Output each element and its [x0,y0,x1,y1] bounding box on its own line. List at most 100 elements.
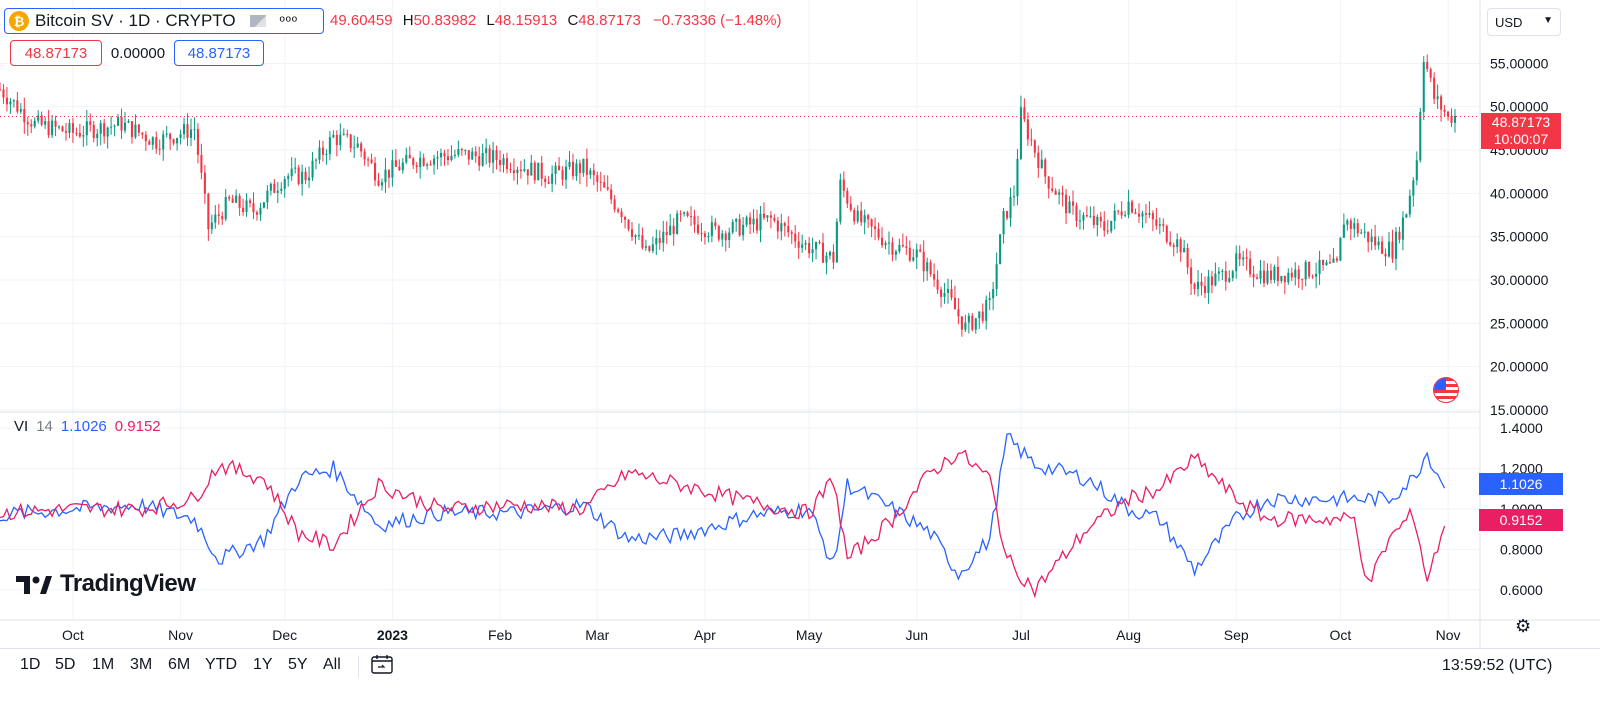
candle-body [853,210,856,222]
candle-body [1207,276,1210,294]
candle-body [12,100,15,102]
sell-price-box[interactable]: 48.87173 [10,40,102,66]
calendar-goto-icon[interactable] [371,654,393,674]
candle-body [117,117,120,126]
candle-body [901,244,904,247]
candle-body [228,196,231,199]
buy-price-box[interactable]: 48.87173 [174,40,264,66]
candle-body [846,190,849,204]
candle-body [578,163,581,173]
candle-body [1186,247,1189,268]
candle-body [1394,231,1398,259]
range-button-3m[interactable]: 3M [130,656,153,673]
candle-body [339,134,342,146]
candle-body [731,221,734,233]
candles [0,54,1457,337]
candle-body [5,97,8,105]
candle-body [1176,239,1179,248]
range-button-5d[interactable]: 5D [55,656,76,673]
price-axis[interactable]: 15.00000 20.00000 25.00000 30.00000 35.00000… [1490,55,1549,418]
candle-body [516,169,519,174]
range-button-ytd[interactable]: YTD [205,656,237,673]
bitcoin-sv-coin-icon: ₿ [9,11,29,31]
indicator-legend[interactable]: VI 14 1.1026 0.9152 [14,418,161,435]
candle-body [259,207,262,215]
candle-body [130,121,133,138]
range-button-1y[interactable]: 1Y [253,656,273,673]
candle-body [665,231,668,236]
candle-body [1054,190,1057,195]
candle-body [842,179,845,191]
candle-body [401,162,404,171]
candle-body [554,165,557,174]
candle-body [794,233,797,242]
candle-body [214,214,217,223]
candle-body [176,137,179,144]
candle-body [738,218,741,236]
tradingview-logo[interactable]: TradingView [16,570,196,598]
candle-body [492,150,495,163]
range-button-1d[interactable]: 1D [20,656,41,673]
candle-body [804,242,807,245]
us-flag-icon[interactable] [1433,377,1459,403]
more-dots-icon[interactable]: ººº [279,13,298,29]
candle-body [1172,245,1175,248]
candle-body [971,315,974,330]
candle-body [1339,237,1342,261]
candle-body [1124,214,1127,216]
candle-body [835,221,838,263]
candle-body [1044,159,1047,177]
candle-body [464,150,467,152]
candle-body [1433,77,1436,100]
price-tick-label: 15.00000 [1490,402,1549,418]
candle-body [992,289,995,299]
candle-body [1356,223,1359,234]
symbol-search-box[interactable]: ₿ Bitcoin SV · 1D · CRYPTO ººº [4,8,324,34]
gear-icon[interactable]: ⚙ [1515,616,1532,636]
time-tick-label: Nov [168,627,193,643]
candle-body [37,115,40,121]
time-tick-label: Jun [905,627,928,643]
candle-body [505,158,509,169]
candle-body [1266,270,1269,284]
candle-body [151,137,154,145]
candle-body [1322,259,1325,266]
time-tick-label: Nov [1436,627,1461,643]
time-axis[interactable]: Oct Nov Dec 2023 Feb Mar Apr May Jun Jul Aug Sep Oct… [62,627,1460,643]
candle-body [169,133,172,140]
candle-body [1103,221,1106,231]
utc-clock[interactable]: 13:59:52 (UTC) [1442,657,1553,674]
candle-body [908,247,911,261]
candle-body [373,162,377,181]
range-button-1m[interactable]: 1M [92,656,115,673]
candle-body [1058,192,1061,195]
currency-selector[interactable]: USD ▼ [1487,8,1561,36]
candle-body [436,157,439,159]
candle-body [405,154,408,163]
low-value: 48.15913 [494,12,558,29]
candle-body [40,115,43,125]
candle-body [936,279,939,290]
time-tick-label: Dec [272,627,297,643]
candle-body [790,232,793,234]
chart-canvas[interactable]: 15.00000 20.00000 25.00000 30.00000 35.00000… [0,0,1600,648]
flag-icon[interactable] [249,15,266,27]
candle-body [978,311,981,319]
candle-body [1037,152,1040,168]
range-button-all[interactable]: All [323,656,341,673]
change-value: −0.73336 (−1.48%) [653,12,782,29]
candle-body [551,173,554,184]
range-button-6m[interactable]: 6M [168,656,191,673]
range-button-5y[interactable]: 5Y [288,656,308,673]
candle-body [974,318,977,330]
candle-body [387,169,390,178]
candle-body [1315,273,1318,277]
close-label: C [567,12,579,29]
candle-body [1290,272,1293,278]
candle-body [1346,220,1349,225]
price-tick-label: 30.00000 [1490,272,1549,288]
candle-body [1106,230,1109,232]
candle-body [478,156,481,166]
candle-body [1242,257,1245,260]
candle-body [1012,196,1016,198]
